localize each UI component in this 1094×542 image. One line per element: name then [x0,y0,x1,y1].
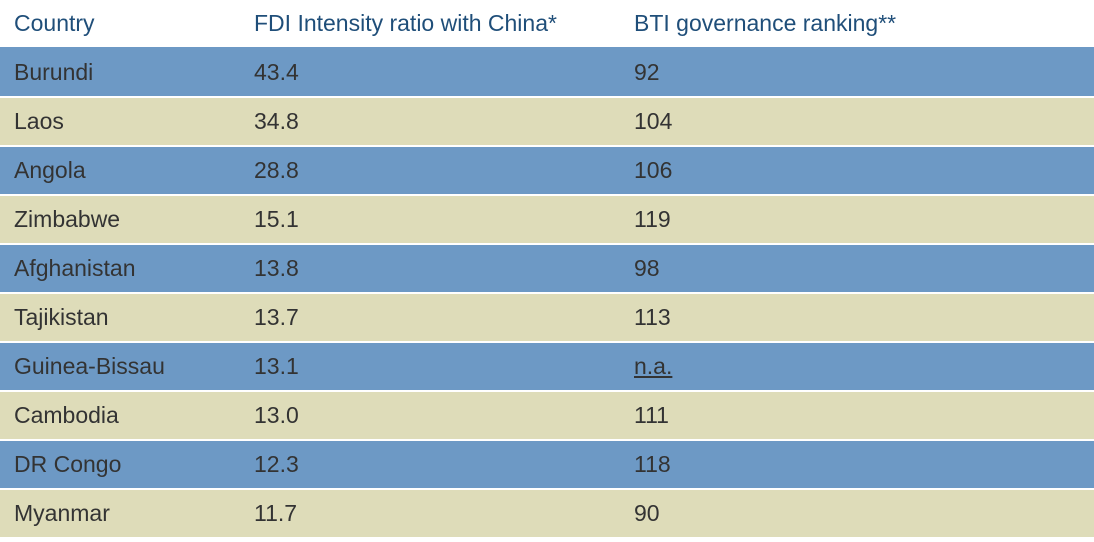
table-header-row: Country FDI Intensity ratio with China* … [0,0,1094,48]
cell-bti: 119 [620,195,1094,244]
table-row: Myanmar11.790 [0,489,1094,538]
table-row: Cambodia13.0111 [0,391,1094,440]
cell-country: Myanmar [0,489,240,538]
table-row: Angola28.8106 [0,146,1094,195]
cell-country: DR Congo [0,440,240,489]
cell-fdi: 43.4 [240,48,620,97]
cell-bti-na: n.a. [634,353,672,379]
cell-country: Zimbabwe [0,195,240,244]
cell-bti: 92 [620,48,1094,97]
cell-fdi: 13.1 [240,342,620,391]
cell-country: Afghanistan [0,244,240,293]
fdi-governance-table: Country FDI Intensity ratio with China* … [0,0,1094,539]
table-row: Zimbabwe15.1119 [0,195,1094,244]
cell-fdi: 11.7 [240,489,620,538]
cell-fdi: 12.3 [240,440,620,489]
header-bti: BTI governance ranking** [620,0,1094,48]
cell-bti: 113 [620,293,1094,342]
cell-bti: 104 [620,97,1094,146]
cell-fdi: 34.8 [240,97,620,146]
header-fdi: FDI Intensity ratio with China* [240,0,620,48]
cell-country: Cambodia [0,391,240,440]
cell-country: Guinea-Bissau [0,342,240,391]
table-row: Laos34.8104 [0,97,1094,146]
cell-country: Burundi [0,48,240,97]
header-country: Country [0,0,240,48]
cell-bti: 118 [620,440,1094,489]
cell-fdi: 13.0 [240,391,620,440]
cell-country: Tajikistan [0,293,240,342]
table-row: Tajikistan13.7113 [0,293,1094,342]
cell-bti: n.a. [620,342,1094,391]
cell-fdi: 13.7 [240,293,620,342]
table-row: Afghanistan13.898 [0,244,1094,293]
cell-bti: 98 [620,244,1094,293]
table-row: Burundi43.492 [0,48,1094,97]
cell-country: Laos [0,97,240,146]
table-row: Guinea-Bissau13.1 n.a. [0,342,1094,391]
cell-bti: 111 [620,391,1094,440]
cell-fdi: 15.1 [240,195,620,244]
table-row: DR Congo12.3118 [0,440,1094,489]
cell-country: Angola [0,146,240,195]
cell-fdi: 13.8 [240,244,620,293]
table-body: Burundi43.492Laos34.8104Angola28.8106Zim… [0,48,1094,538]
cell-fdi: 28.8 [240,146,620,195]
cell-bti: 106 [620,146,1094,195]
cell-bti: 90 [620,489,1094,538]
